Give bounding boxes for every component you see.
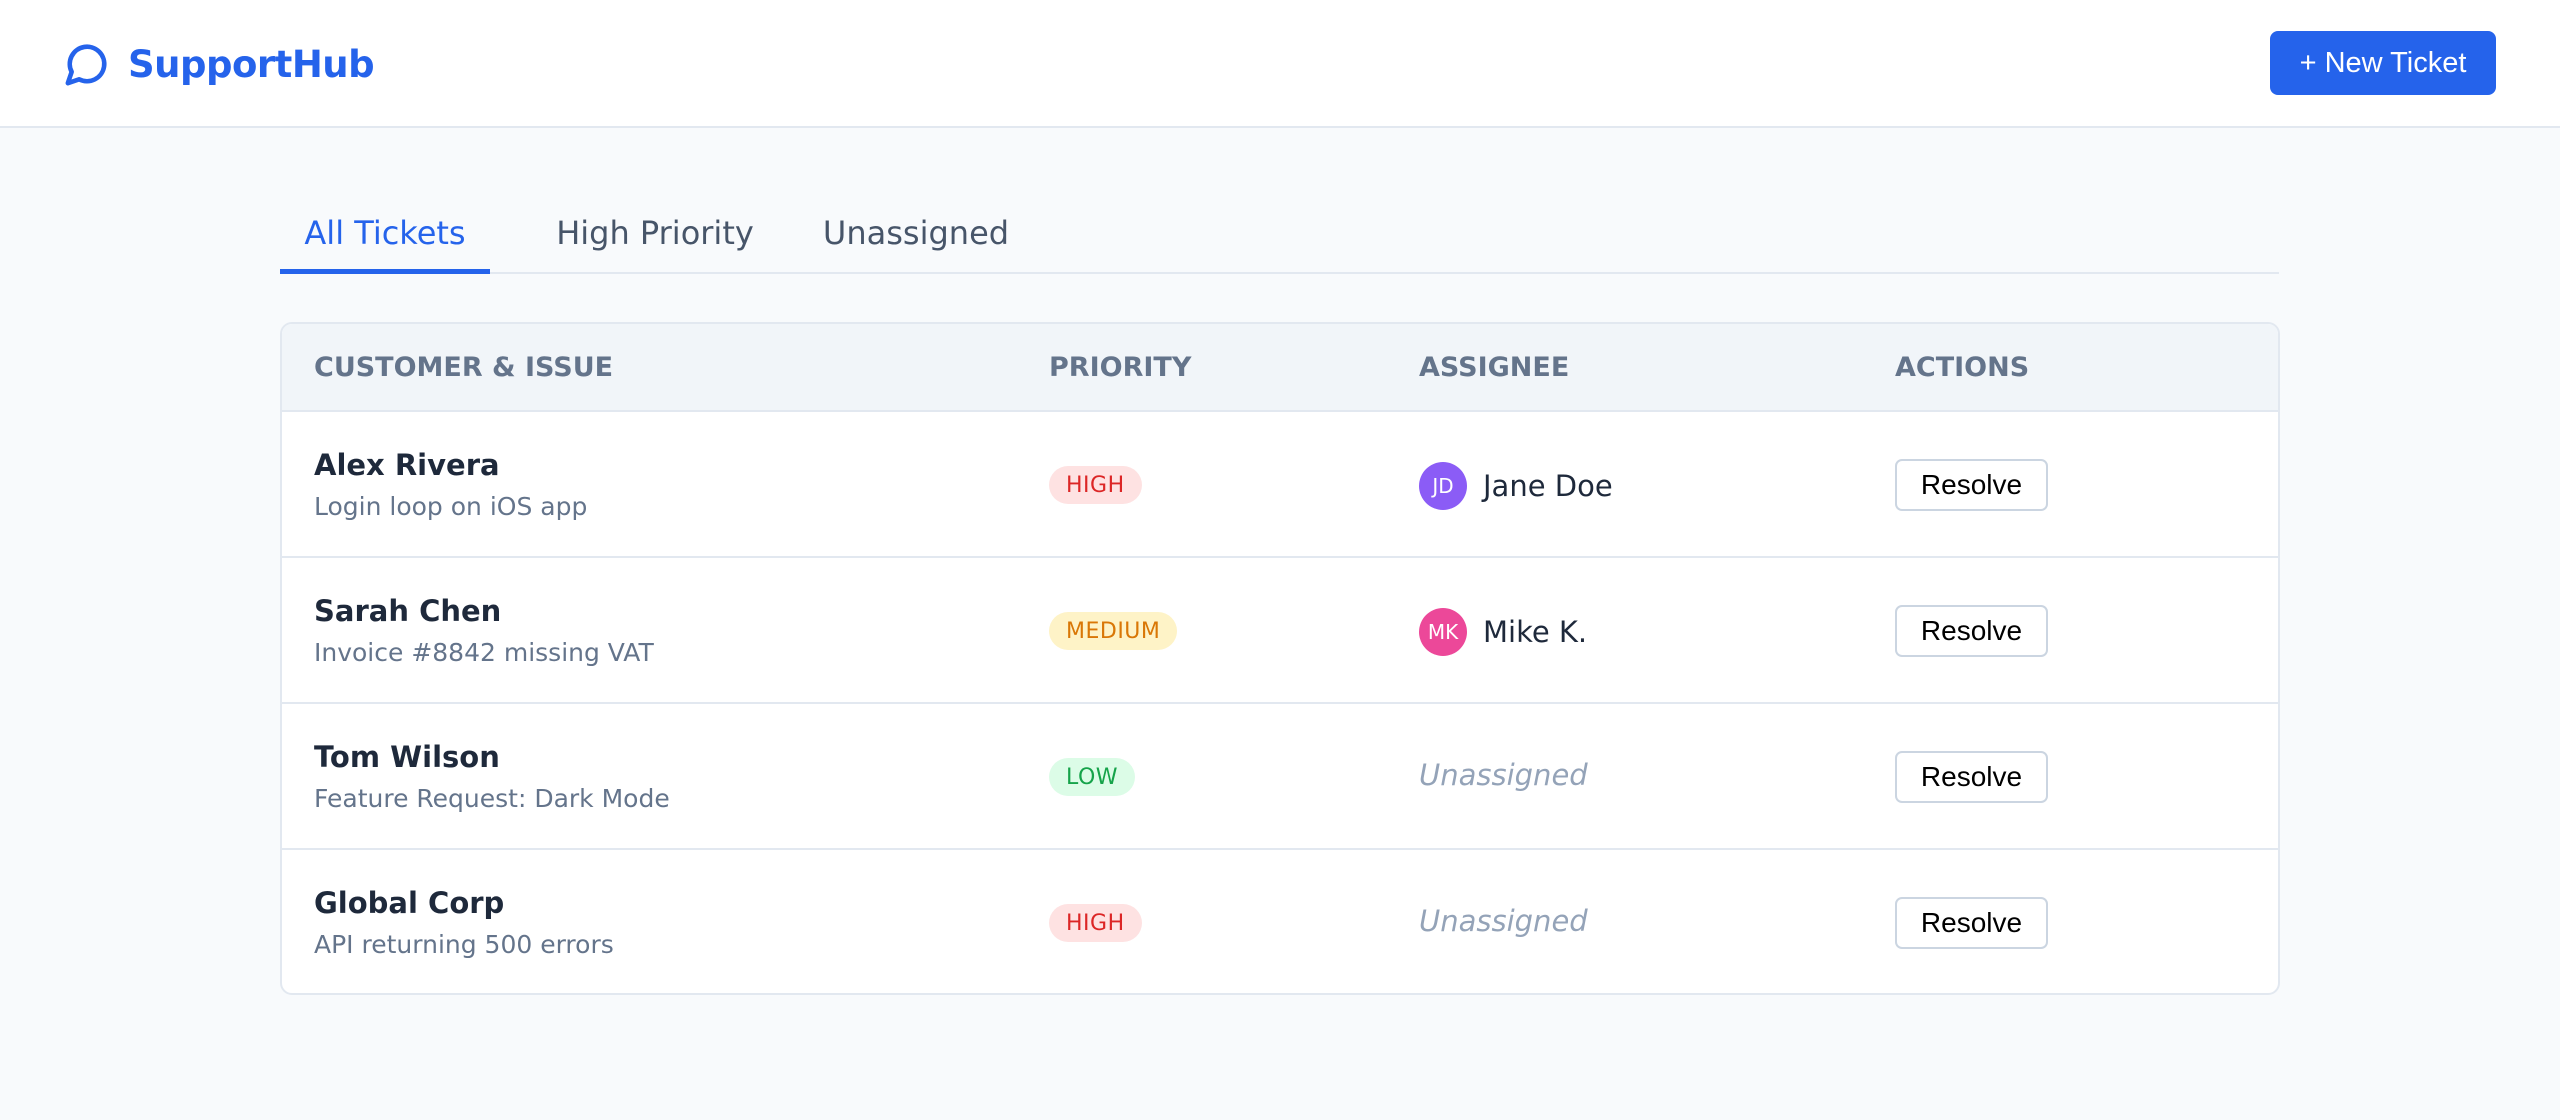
- column-header-customer: CUSTOMER & ISSUE: [314, 352, 614, 383]
- issue-summary: Login loop on iOS app: [314, 492, 588, 521]
- assignee-name: Jane Doe: [1483, 469, 1613, 503]
- issue-summary: Invoice #8842 missing VAT: [314, 638, 654, 667]
- assignee: JD Jane Doe: [1419, 462, 1613, 510]
- issue-summary: Feature Request: Dark Mode: [314, 784, 670, 813]
- tab-unassigned[interactable]: Unassigned: [822, 214, 1010, 252]
- resolve-button[interactable]: Resolve: [1895, 897, 2048, 949]
- priority-badge: HIGH: [1049, 904, 1142, 942]
- ticket-tabs: All Tickets High Priority Unassigned: [280, 196, 2279, 274]
- resolve-button[interactable]: Resolve: [1895, 605, 2048, 657]
- column-header-priority: PRIORITY: [1049, 352, 1192, 383]
- assignee: MK Mike K.: [1419, 608, 1587, 656]
- table-row: Alex Rivera Login loop on iOS app HIGH J…: [282, 412, 2278, 558]
- tab-all-tickets[interactable]: All Tickets: [280, 196, 490, 274]
- chat-bubble-icon: [65, 44, 107, 86]
- app-header: SupportHub + New Ticket: [0, 0, 2560, 128]
- tab-high-priority[interactable]: High Priority: [556, 214, 754, 252]
- table-header: CUSTOMER & ISSUE PRIORITY ASSIGNEE ACTIO…: [282, 324, 2278, 412]
- tickets-table: CUSTOMER & ISSUE PRIORITY ASSIGNEE ACTIO…: [280, 322, 2280, 995]
- priority-badge: LOW: [1049, 758, 1136, 796]
- resolve-button[interactable]: Resolve: [1895, 459, 2048, 511]
- new-ticket-button[interactable]: + New Ticket: [2270, 31, 2496, 95]
- table-row: Global Corp API returning 500 errors HIG…: [282, 850, 2278, 993]
- column-header-assignee: ASSIGNEE: [1419, 352, 1570, 383]
- unassigned-label: Unassigned: [1419, 904, 1588, 938]
- unassigned-label: Unassigned: [1419, 758, 1588, 792]
- customer-name: Tom Wilson: [314, 740, 500, 774]
- customer-name: Global Corp: [314, 886, 505, 920]
- table-row: Tom Wilson Feature Request: Dark Mode LO…: [282, 704, 2278, 850]
- app-title: SupportHub: [128, 42, 375, 86]
- assignee-name: Mike K.: [1483, 615, 1588, 649]
- customer-name: Alex Rivera: [314, 448, 500, 482]
- avatar: MK: [1419, 608, 1467, 656]
- issue-summary: API returning 500 errors: [314, 930, 614, 959]
- table-row: Sarah Chen Invoice #8842 missing VAT MED…: [282, 558, 2278, 704]
- logo[interactable]: SupportHub: [64, 38, 375, 90]
- resolve-button[interactable]: Resolve: [1895, 751, 2048, 803]
- priority-badge: MEDIUM: [1049, 612, 1178, 650]
- customer-name: Sarah Chen: [314, 594, 502, 628]
- priority-badge: HIGH: [1049, 466, 1142, 504]
- avatar: JD: [1419, 462, 1467, 510]
- column-header-actions: ACTIONS: [1895, 352, 2030, 383]
